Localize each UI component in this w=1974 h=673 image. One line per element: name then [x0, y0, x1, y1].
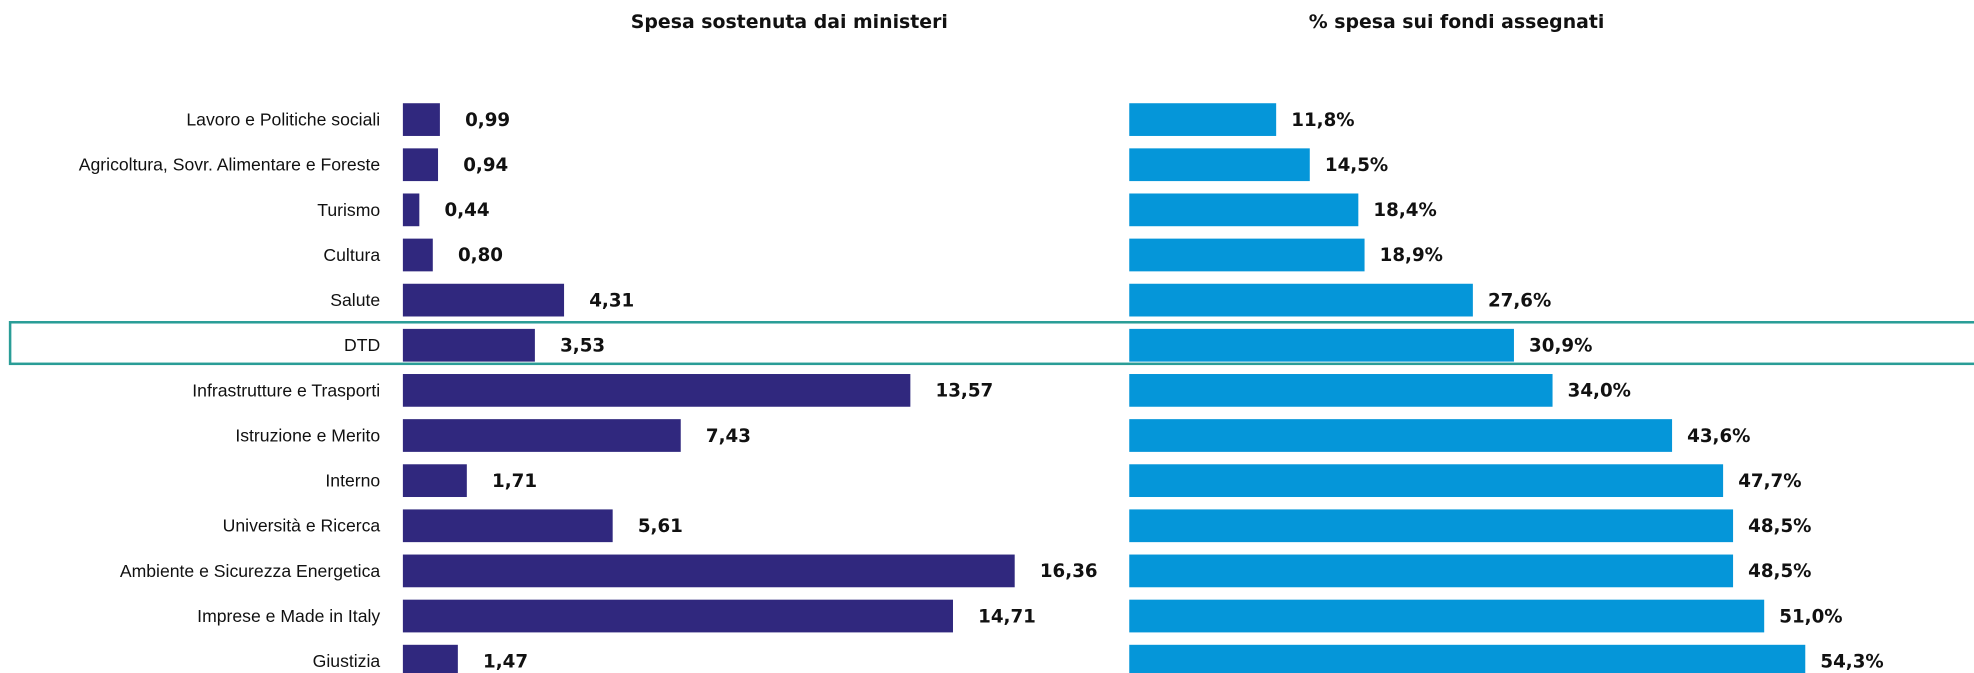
category-label: Imprese e Made in Italy: [197, 606, 380, 626]
bar: [402, 193, 420, 227]
value-label: 48,5%: [1748, 561, 1811, 582]
category-label: Infrastrutture e Trasporti: [192, 380, 380, 400]
bar: [402, 283, 565, 317]
bar: [1129, 283, 1473, 317]
bar: [402, 599, 953, 633]
value-label: 1,47: [483, 651, 528, 672]
category-label: Cultura: [323, 245, 380, 265]
bar: [1129, 148, 1310, 182]
value-label: 18,9%: [1380, 245, 1443, 266]
bar: [402, 103, 440, 136]
value-label: 0,80: [458, 245, 503, 266]
category-label: Salute: [330, 290, 380, 310]
value-label: 14,5%: [1325, 155, 1388, 176]
value-label: 0,99: [465, 110, 510, 131]
value-label: 30,9%: [1529, 336, 1592, 357]
value-label: 4,31: [589, 290, 634, 311]
bar: [402, 419, 681, 452]
bar: [1129, 554, 1734, 588]
bar: [1129, 509, 1734, 543]
bar: [1129, 238, 1365, 272]
value-label: 5,61: [638, 516, 683, 537]
category-label: Agricoltura, Sovr. Alimentare e Foreste: [79, 155, 381, 175]
category-label: Lavoro e Politiche sociali: [186, 110, 380, 130]
value-label: 54,3%: [1820, 651, 1883, 672]
bar: [1129, 193, 1359, 227]
value-label: 51,0%: [1779, 606, 1842, 627]
value-label: 14,71: [978, 606, 1036, 627]
bar: [1129, 328, 1514, 362]
bar: [1129, 374, 1553, 407]
chart-title: % spesa sui fondi assegnati: [1309, 11, 1605, 33]
value-label: 7,43: [706, 426, 751, 447]
bar: [402, 554, 1015, 588]
highlight-box: [8, 321, 1974, 366]
bar: [1129, 599, 1765, 633]
category-label: Interno: [325, 471, 380, 491]
category-label: Ambiente e Sicurezza Energetica: [120, 561, 381, 581]
category-label: Istruzione e Merito: [235, 425, 380, 445]
bar: [402, 644, 458, 673]
category-label: Università e Ricerca: [223, 516, 381, 536]
value-label: 3,53: [560, 336, 605, 357]
bar: [402, 328, 535, 362]
value-label: 18,4%: [1373, 200, 1436, 221]
value-label: 43,6%: [1687, 426, 1750, 447]
bar: [402, 238, 433, 272]
value-label: 47,7%: [1738, 471, 1801, 492]
category-label: DTD: [344, 335, 380, 355]
bar: [1129, 644, 1806, 673]
value-label: 34,0%: [1568, 381, 1631, 402]
chart-title: Spesa sostenuta dai ministeri: [631, 11, 948, 33]
bar: [402, 374, 911, 407]
value-label: 27,6%: [1488, 290, 1551, 311]
category-label: Giustizia: [313, 651, 381, 671]
bar: [402, 509, 613, 543]
value-label: 48,5%: [1748, 516, 1811, 537]
value-label: 1,71: [492, 471, 537, 492]
bar: [1129, 419, 1673, 452]
value-label: 13,57: [936, 381, 994, 402]
bar: [402, 464, 467, 498]
value-label: 11,8%: [1291, 110, 1354, 131]
value-label: 16,36: [1040, 561, 1098, 582]
bar: [1129, 103, 1277, 136]
bar: [1129, 464, 1724, 498]
category-label: Turismo: [317, 200, 380, 220]
value-label: 0,44: [445, 200, 490, 221]
bar: [402, 148, 439, 182]
value-label: 0,94: [463, 155, 508, 176]
